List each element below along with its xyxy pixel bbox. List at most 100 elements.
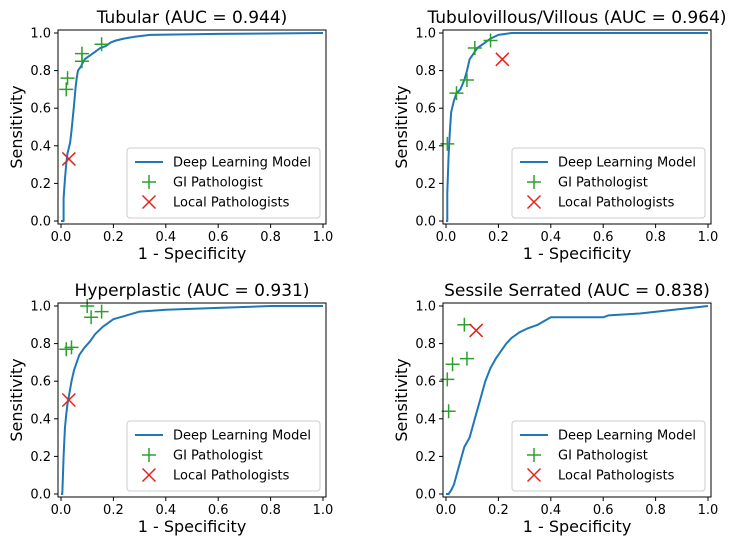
legend-label: Local Pathologists: [173, 196, 290, 211]
y-tick-label: 0.2: [415, 450, 436, 465]
local-pathologist-marker: [61, 392, 76, 408]
y-tick-label: 0.2: [30, 450, 51, 465]
y-tick-label: 0.0: [30, 488, 51, 503]
legend-box: [126, 147, 321, 219]
legend-x-swatch: [526, 194, 542, 210]
x-tick-label: 0.6: [593, 503, 614, 518]
gi-pathologist-marker: [74, 46, 89, 61]
y-axis-label: Sensitivity: [7, 358, 26, 441]
legend-label: Deep Learning Model: [173, 429, 311, 444]
chart-panel-4: Sessile Serrated (AUC = 0.838) 0.0 0.2 0.4 0…: [392, 281, 718, 536]
y-tick-label: 0.6: [415, 375, 436, 390]
gi-pathologist-marker: [459, 351, 474, 366]
chart-title: Hyperplastic (AUC = 0.931): [75, 281, 310, 301]
gi-pathologist-marker: [483, 33, 498, 48]
x-tick-label: 0.8: [645, 230, 666, 245]
x-tick-label: 0.4: [155, 230, 176, 245]
legend-plus-swatch: [142, 448, 156, 462]
gi-pathologist-marker: [64, 340, 79, 355]
chart-panel-2: Tubulovillous/Villous (AUC = 0.964)0.0 0.…: [392, 8, 727, 263]
y-tick-label: 0.8: [415, 337, 436, 352]
gi-pathologist-marker: [467, 41, 482, 56]
x-tick-label: 0.6: [593, 230, 614, 245]
x-tick-label: 0.0: [436, 503, 457, 518]
y-tick-label: 1.0: [30, 300, 51, 315]
legend-label: GI Pathologist: [558, 449, 648, 464]
y-tick-label: 0.6: [30, 102, 51, 117]
y-tick-label: 1.0: [30, 27, 51, 42]
axes-frame: [442, 29, 712, 225]
x-axis-label: 1 - Specificity: [523, 517, 632, 536]
y-tick-label: 0.2: [30, 177, 51, 192]
chart-title: Tubulovillous/Villous (AUC = 0.964): [426, 8, 726, 28]
x-tick-label: 0.6: [208, 503, 229, 518]
x-tick-label: 0.2: [488, 230, 509, 245]
y-tick-label: 0.0: [415, 488, 436, 503]
y-tick-label: 0.8: [30, 337, 51, 352]
roc-curve-line: [61, 305, 323, 495]
x-tick-label: 1.0: [313, 503, 334, 518]
gi-pathologist-marker: [445, 357, 460, 372]
legend-label: Deep Learning Model: [558, 156, 696, 171]
gi-pathologist-marker: [440, 136, 455, 151]
legend-plus-swatch: [527, 448, 541, 462]
y-tick-label: 0.4: [415, 139, 436, 154]
axes-frame: [57, 29, 327, 225]
chart-panel-1: Tubular (AUC = 0.944) 0.0 0.2 0.4 0.6 0.8 1.0 0…: [7, 8, 333, 263]
gi-pathologist-marker: [457, 317, 472, 332]
legend-box: [511, 420, 706, 492]
x-tick-label: 0.8: [645, 503, 666, 518]
legend-label: Deep Learning Model: [558, 429, 696, 444]
x-tick-label: 0.8: [260, 230, 281, 245]
chart-title: Tubular (AUC = 0.944): [96, 8, 288, 28]
y-tick-label: 0.6: [30, 375, 51, 390]
chart-panel-3: Hyperplastic (AUC = 0.931) 0.0 0.2 0.4 0.6 0.…: [7, 281, 333, 536]
gi-pathologist-marker: [94, 304, 109, 319]
y-tick-label: 0.0: [415, 215, 436, 230]
y-tick-label: 0.8: [30, 64, 51, 79]
gi-pathologist-marker: [440, 372, 455, 387]
local-pathologist-marker: [495, 52, 510, 67]
x-axis-label: 1 - Specificity: [523, 244, 632, 263]
gi-pathologist-marker: [80, 299, 95, 313]
x-tick-label: 0.4: [155, 503, 176, 518]
roc-curve-line: [446, 305, 709, 495]
gi-pathologist-marker: [441, 404, 456, 419]
legend-label: GI Pathologist: [558, 176, 648, 191]
axes-frame: [57, 302, 327, 498]
gi-pathologist-marker: [449, 86, 464, 101]
gi-pathologist-marker: [459, 73, 474, 87]
x-tick-label: 0.2: [103, 230, 124, 245]
y-tick-label: 0.4: [30, 139, 51, 154]
y-axis-label: Sensitivity: [392, 358, 411, 441]
legend-label: Local Pathologists: [173, 469, 290, 484]
y-tick-label: 0.2: [415, 177, 436, 192]
legend-plus-swatch: [527, 175, 541, 189]
legend-x-swatch: [526, 467, 542, 483]
y-tick-label: 1.0: [415, 300, 436, 315]
legend-box: [511, 147, 706, 219]
x-tick-label: 0.0: [51, 503, 72, 518]
y-tick-label: 0.6: [415, 102, 436, 117]
local-pathologist-marker: [61, 151, 76, 166]
x-tick-label: 1.0: [313, 230, 334, 245]
x-axis-label: 1 - Specificity: [138, 517, 247, 536]
y-tick-label: 0.0: [30, 215, 51, 230]
y-tick-label: 0.8: [415, 64, 436, 79]
y-tick-label: 0.4: [415, 412, 436, 427]
y-axis-label: Sensitivity: [7, 85, 26, 168]
y-tick-label: 1.0: [415, 27, 436, 42]
x-tick-label: 0.4: [540, 503, 561, 518]
y-tick-label: 0.4: [30, 412, 51, 427]
y-axis-label: Sensitivity: [392, 85, 411, 168]
x-tick-label: 0.2: [103, 503, 124, 518]
legend-x-swatch: [141, 467, 157, 483]
x-tick-label: 0.8: [260, 503, 281, 518]
legend-label: GI Pathologist: [173, 449, 263, 464]
x-axis-label: 1 - Specificity: [138, 244, 247, 263]
legend-label: Deep Learning Model: [173, 156, 311, 171]
x-tick-label: 0.4: [540, 230, 561, 245]
x-tick-label: 0.0: [436, 230, 457, 245]
legend-label: Local Pathologists: [558, 469, 675, 484]
